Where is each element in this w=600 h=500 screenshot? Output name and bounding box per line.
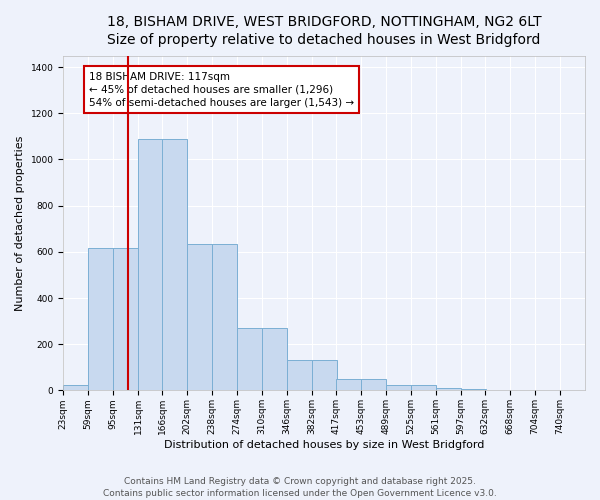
Bar [212, 244, 237, 390]
Bar [187, 244, 212, 390]
Y-axis label: Number of detached properties: Number of detached properties [15, 136, 25, 310]
Bar [287, 360, 312, 390]
Bar [63, 384, 88, 390]
Bar [361, 379, 386, 390]
Bar [88, 248, 113, 390]
Bar [411, 384, 436, 390]
Title: 18, BISHAM DRIVE, WEST BRIDGFORD, NOTTINGHAM, NG2 6LT
Size of property relative : 18, BISHAM DRIVE, WEST BRIDGFORD, NOTTIN… [107, 15, 541, 48]
Text: Contains HM Land Registry data © Crown copyright and database right 2025.
Contai: Contains HM Land Registry data © Crown c… [103, 476, 497, 498]
Bar [436, 388, 461, 390]
Bar [138, 138, 163, 390]
X-axis label: Distribution of detached houses by size in West Bridgford: Distribution of detached houses by size … [164, 440, 484, 450]
Bar [336, 379, 361, 390]
Bar [386, 384, 411, 390]
Bar [113, 248, 138, 390]
Bar [237, 328, 262, 390]
Bar [262, 328, 287, 390]
Bar [163, 138, 187, 390]
Text: 18 BISHAM DRIVE: 117sqm
← 45% of detached houses are smaller (1,296)
54% of semi: 18 BISHAM DRIVE: 117sqm ← 45% of detache… [89, 72, 354, 108]
Bar [312, 360, 337, 390]
